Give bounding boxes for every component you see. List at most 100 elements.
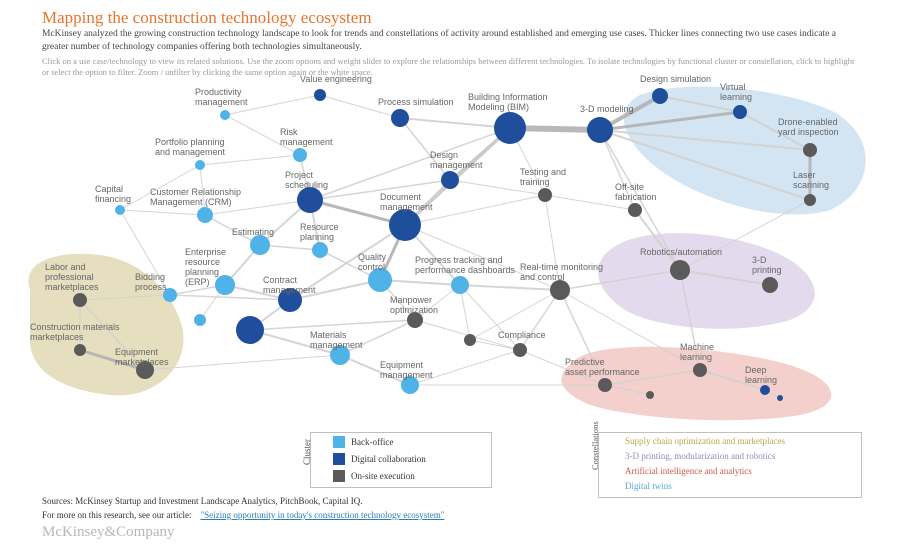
node-design_sim[interactable] xyxy=(652,88,668,104)
edge xyxy=(380,280,460,285)
edge xyxy=(400,118,450,180)
node-label-resource: Resourceplanning xyxy=(300,222,339,242)
legend-constellations[interactable]: Constellations Supply chain optimization… xyxy=(598,432,862,498)
node-label-prod_mgmt: Productivitymanagement xyxy=(195,87,248,107)
node-doc_mgmt[interactable] xyxy=(389,209,421,241)
node-label-compliance: Compliance xyxy=(498,330,546,340)
figure-root: Mapping the construction technology ecos… xyxy=(0,0,900,550)
node-value_eng[interactable] xyxy=(314,89,326,101)
node-laser[interactable] xyxy=(804,194,816,206)
legend-swatch xyxy=(333,436,345,448)
node-erp[interactable] xyxy=(215,275,235,295)
node-progress[interactable] xyxy=(451,276,469,294)
node-crm[interactable] xyxy=(197,207,213,223)
node-estimating[interactable] xyxy=(250,235,270,255)
node-label-portfolio: Portfolio planningand management xyxy=(155,137,226,157)
node-label-progress: Progress tracking andperformance dashboa… xyxy=(415,255,516,275)
node-label-capital: Capitalfinancing xyxy=(95,184,131,204)
node-label-ml: Machinelearning xyxy=(680,342,714,362)
node-compliance[interactable] xyxy=(513,343,527,357)
node-extra1[interactable] xyxy=(236,316,264,344)
legend-cluster-item[interactable]: Back-office xyxy=(311,433,491,450)
node-process_sim[interactable] xyxy=(391,109,409,127)
node-label-quality: Qualitycontrol xyxy=(358,252,387,272)
node-label-estimating: Estimating xyxy=(232,227,274,237)
node-offsite[interactable] xyxy=(628,203,642,217)
node-label-robotics: Robotics/automation xyxy=(640,247,722,257)
node-con_mkt[interactable] xyxy=(74,344,86,356)
node-extra4[interactable] xyxy=(646,391,654,399)
node-labor_mkt[interactable] xyxy=(73,293,87,307)
legend-constellation-item[interactable]: 3-D printing, modularization and robotic… xyxy=(599,448,861,463)
node-label-risk: Riskmanagement xyxy=(280,127,333,147)
node-label-virtual_learn: Virtuallearning xyxy=(720,82,752,102)
node-label-contract: Contractmanagement xyxy=(263,275,316,295)
node-extra3[interactable] xyxy=(464,334,476,346)
legend-constellations-title: Constellations xyxy=(590,421,600,470)
legend-label: 3-D printing, modularization and robotic… xyxy=(625,451,775,461)
legend-label: On-site execution xyxy=(351,471,415,481)
node-realtime[interactable] xyxy=(550,280,570,300)
node-label-value_eng: Value engineering xyxy=(300,74,372,84)
more-info-prefix: For more on this research, see our artic… xyxy=(42,510,191,520)
node-label-test_train: Testing andtraining xyxy=(520,167,566,187)
node-predictive[interactable] xyxy=(598,378,612,392)
edge xyxy=(250,320,415,330)
node-label-design_sim: Design simulation xyxy=(640,74,711,84)
node-label-drone: Drone-enabledyard inspection xyxy=(778,117,839,137)
node-label-process_sim: Process simulation xyxy=(378,97,454,107)
legend-cluster-item[interactable]: Digital collaboration xyxy=(311,450,491,467)
node-test_train[interactable] xyxy=(538,188,552,202)
legend-constellation-item[interactable]: Supply chain optimization and marketplac… xyxy=(599,433,861,448)
node-bim[interactable] xyxy=(494,112,526,144)
node-drone[interactable] xyxy=(803,143,817,157)
legend-cluster-title: Cluster xyxy=(302,439,312,465)
legend-label: Artificial intelligence and analytics xyxy=(625,466,752,476)
node-label-design_mgmt: Designmanagement xyxy=(430,150,483,170)
node-label-bim: Building InformationModeling (BIM) xyxy=(468,92,548,112)
edge xyxy=(400,118,510,128)
node-label-offsite: Off-sitefabrication xyxy=(615,182,657,202)
legend-label: Digital collaboration xyxy=(351,454,426,464)
legend-cluster-item[interactable]: On-site execution xyxy=(311,467,491,484)
node-extra5[interactable] xyxy=(777,395,783,401)
legend-swatch xyxy=(333,470,345,482)
node-capital[interactable] xyxy=(115,205,125,215)
sources-text: Sources: McKinsey Startup and Investment… xyxy=(42,496,362,506)
node-robotics[interactable] xyxy=(670,260,690,280)
node-label-bidding: Biddingprocess xyxy=(135,272,167,292)
node-label-materials_mgmt: Materialsmanagement xyxy=(310,330,363,350)
node-ml[interactable] xyxy=(693,363,707,377)
node-resource[interactable] xyxy=(312,242,328,258)
edge xyxy=(120,210,205,215)
node-label-crm: Customer RelationshipManagement (CRM) xyxy=(150,187,241,207)
node-virtual_learn[interactable] xyxy=(733,105,747,119)
node-prod_mgmt[interactable] xyxy=(220,110,230,120)
node-label-equip_mgmt: Equipmentmanagement xyxy=(380,360,433,380)
node-portfolio[interactable] xyxy=(195,160,205,170)
legend-constellation-item[interactable]: Digital twins xyxy=(599,478,861,493)
edge xyxy=(520,290,560,350)
legend-swatch xyxy=(333,453,345,465)
legend-cluster[interactable]: Cluster Back-officeDigital collaboration… xyxy=(310,432,492,488)
node-risk[interactable] xyxy=(293,148,307,162)
legend-constellation-item[interactable]: Artificial intelligence and analytics xyxy=(599,463,861,478)
node-3d_model[interactable] xyxy=(587,117,613,143)
brand-logo-text: McKinsey&Company xyxy=(42,524,175,541)
edge xyxy=(460,285,560,290)
more-info-link[interactable]: "Seizing opportunity in today's construc… xyxy=(200,510,444,520)
legend-label: Digital twins xyxy=(625,481,672,491)
more-info: For more on this research, see our artic… xyxy=(42,510,444,520)
node-3dprint[interactable] xyxy=(762,277,778,293)
node-dl[interactable] xyxy=(760,385,770,395)
node-proj_sched[interactable] xyxy=(297,187,323,213)
node-label-doc_mgmt: Documentmanagement xyxy=(380,192,433,212)
node-extra2[interactable] xyxy=(194,314,206,326)
node-label-proj_sched: Projectscheduling xyxy=(285,170,328,190)
node-design_mgmt[interactable] xyxy=(441,171,459,189)
node-label-3d_model: 3-D modeling xyxy=(580,104,634,114)
node-label-realtime: Real-time monitoringand control xyxy=(520,262,603,282)
legend-label: Back-office xyxy=(351,437,393,447)
legend-label: Supply chain optimization and marketplac… xyxy=(625,436,785,446)
node-label-manpower: Manpoweroptimization xyxy=(390,295,438,315)
